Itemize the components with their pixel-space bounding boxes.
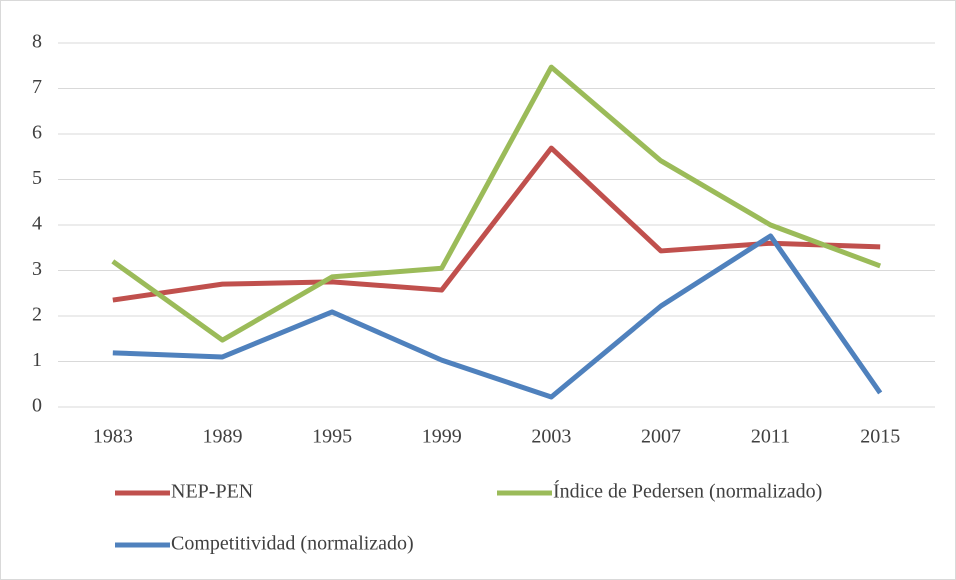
y-tick-label: 8: [32, 31, 42, 53]
x-tick-label: 1995: [312, 426, 352, 448]
x-tick-label: 2003: [531, 426, 571, 448]
y-tick-label: 6: [32, 122, 42, 144]
y-tick-label: 1: [32, 349, 42, 371]
legend-label: Índice de Pedersen (normalizado): [553, 480, 822, 503]
y-tick-label: 0: [32, 395, 42, 417]
x-tick-label: 1989: [202, 426, 242, 448]
x-tick-label: 2015: [860, 426, 900, 448]
y-tick-label: 3: [32, 258, 42, 280]
y-tick-label: 7: [32, 76, 42, 98]
legend-label: Competitividad (normalizado): [171, 533, 414, 555]
x-tick-label: 2011: [751, 426, 790, 448]
legend-label: NEP-PEN: [171, 481, 253, 503]
line-series: [112, 233, 883, 400]
x-tick-label: 2007: [641, 426, 681, 448]
y-tick-label: 2: [32, 304, 42, 326]
y-tick-label: 5: [32, 167, 42, 189]
x-tick-label: 1999: [422, 426, 462, 448]
line-series: [112, 145, 881, 303]
x-tick-label: 1983: [93, 426, 133, 448]
line-series: [111, 64, 882, 343]
y-tick-label: 4: [32, 213, 42, 235]
